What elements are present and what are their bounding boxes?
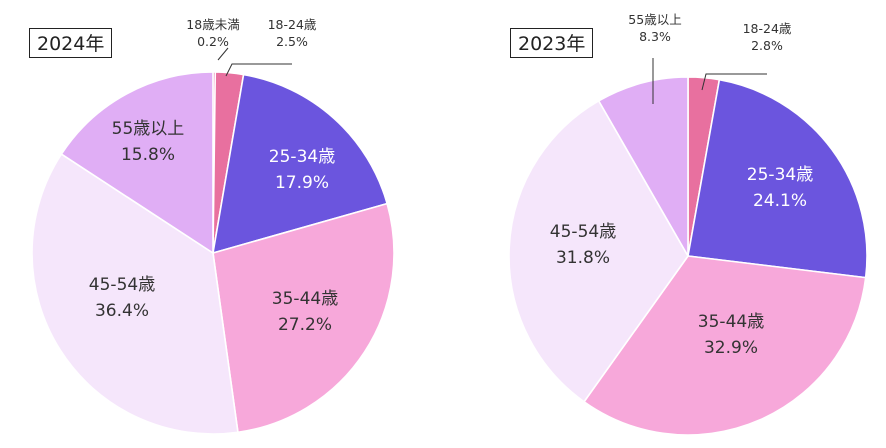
pie-2024-slice-25-34: [212, 73, 388, 254]
pie-2023-slice-35-44: [583, 255, 867, 436]
pie-2024-label-45-54: 45-54歳: [89, 275, 155, 295]
pie-2023-slice-45-54: [508, 100, 689, 403]
pie-2024-label-18: 18歳未満: [186, 17, 239, 32]
pie-2024-slice-45-54: [31, 153, 239, 435]
pie-2024-label-55: 55歳以上: [112, 119, 185, 139]
pie-2024-slice-35-44: [212, 202, 395, 434]
pie-2024-leader-18: [217, 47, 229, 61]
pie-2023-label-25-34: 25-34歳: [747, 165, 813, 185]
pie-2023-label-55: 55歳以上: [628, 12, 681, 27]
pie-2023-title: 2023年: [510, 28, 594, 58]
pie-2024-leader-18-24: [225, 63, 292, 77]
pie-2024-value-55: 15.8%: [121, 145, 175, 165]
pie-2024: 18歳未満 0.2% 18-24歳 2.5% 25-34歳 17.9% 35-44歳 27.2…: [31, 17, 395, 435]
pie-2024-value-45-54: 36.4%: [95, 301, 149, 321]
pie-2023-value-35-44: 32.9%: [704, 338, 758, 358]
pie-2023-value-55: 8.3%: [639, 29, 671, 44]
pie-2024-label-35-44: 35-44歳: [272, 289, 338, 309]
pie-2023-label-18-24: 18-24歳: [743, 21, 792, 36]
pie-2023-label-45-54: 45-54歳: [550, 222, 616, 242]
pie-2023-label-35-44: 35-44歳: [698, 312, 764, 332]
pie-2024-label-18-24: 18-24歳: [268, 17, 317, 32]
pie-2024-title: 2024年: [29, 28, 113, 58]
pie-2023-slice-55: [597, 76, 689, 257]
pie-2023-slice-25-34: [687, 78, 868, 279]
pie-2023: 18-24歳 2.8% 25-34歳 24.1% 35-44歳 32.9% 45-54歳 31…: [508, 12, 868, 436]
pie-2024-label-25-34: 25-34歳: [269, 147, 335, 167]
pie-2024-slice-55: [60, 71, 214, 254]
pie-2024-value-35-44: 27.2%: [278, 315, 332, 335]
pie-2024-value-18: 0.2%: [197, 34, 229, 49]
pie-2023-value-18-24: 2.8%: [751, 38, 783, 53]
pie-2024-value-25-34: 17.9%: [275, 173, 329, 193]
pie-2024-value-18-24: 2.5%: [276, 34, 308, 49]
pie-2023-value-25-34: 24.1%: [753, 191, 807, 211]
pie-2023-leader-18-24: [701, 73, 767, 91]
pie-2023-value-45-54: 31.8%: [556, 248, 610, 268]
